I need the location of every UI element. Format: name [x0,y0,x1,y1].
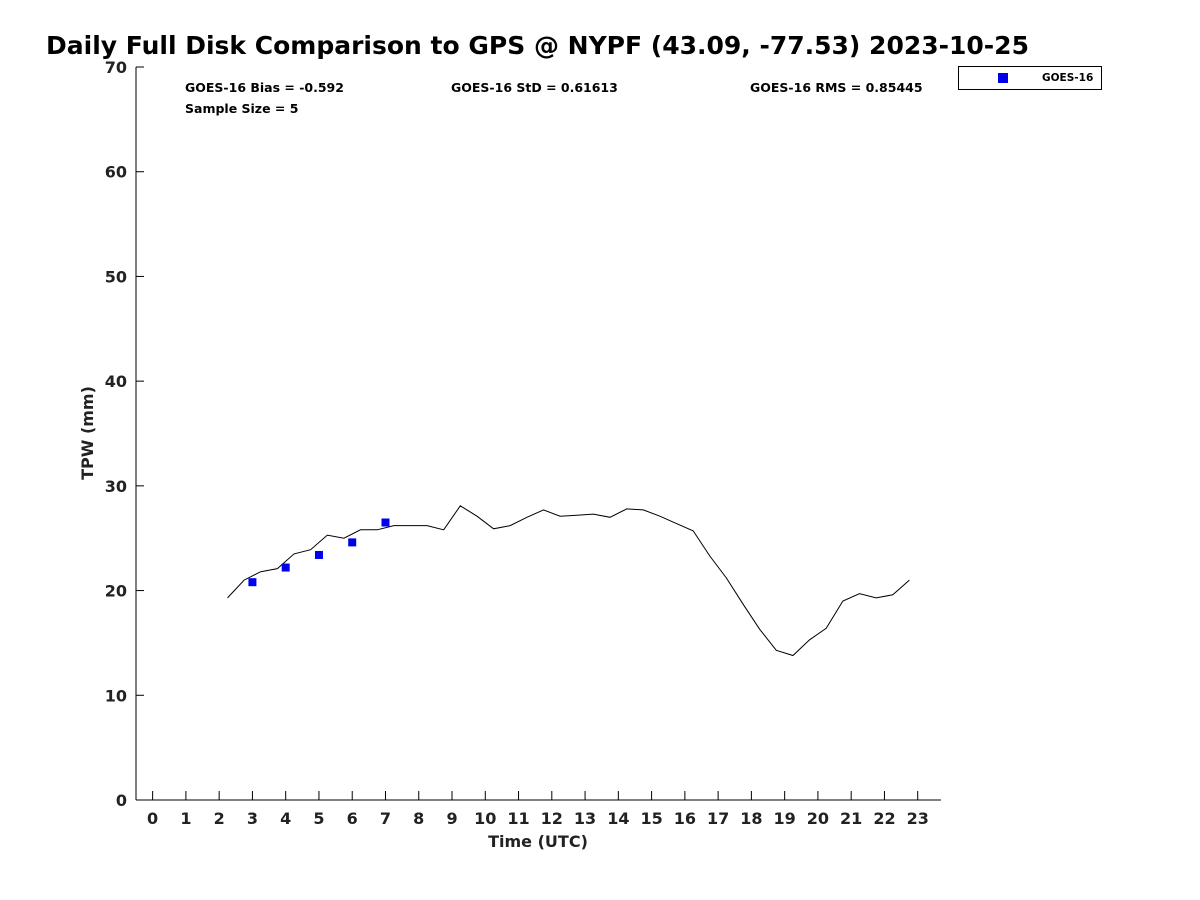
x-tick-label: 12 [541,809,563,828]
x-tick-label: 4 [280,809,291,828]
x-tick-label: 7 [380,809,391,828]
y-tick-label: 50 [105,267,127,286]
y-tick-label: 40 [105,372,127,391]
goes16-point [314,550,323,559]
x-tick-label: 10 [474,809,496,828]
x-axis-label: Time (UTC) [488,832,588,851]
y-tick-label: 30 [105,477,127,496]
x-tick-label: 8 [413,809,424,828]
legend-label-goes16: GOES-16 [1042,72,1093,84]
x-tick-label: 9 [446,809,457,828]
x-ticks: 0 1 2 3 4 5 6 7 8 9 10 11 12 13 14 15 16 17 18 19 20 21 22 23 [147,791,929,828]
x-tick-label: 0 [147,809,158,828]
x-tick-label: 20 [807,809,829,828]
x-tick-label: 13 [574,809,596,828]
chart-title: Daily Full Disk Comparison to GPS @ NYPF… [46,31,1029,60]
x-tick-label: 15 [640,809,662,828]
x-tick-label: 6 [347,809,358,828]
y-axis-label: TPW (mm) [78,386,97,480]
y-tick-label: 20 [105,582,127,601]
legend-box [958,66,1102,90]
x-tick-label: 23 [907,809,929,828]
bias-stat: GOES-16 Bias = -0.592 [185,80,344,95]
x-tick-label: 11 [507,809,529,828]
x-tick-label: 1 [180,809,191,828]
y-tick-label: 10 [105,686,127,705]
goes16-point [281,563,290,572]
legend-marker-goes16 [998,73,1008,83]
std-stat: GOES-16 StD = 0.61613 [451,80,618,95]
y-ticks: 0 10 20 30 40 50 60 70 [105,58,144,810]
x-tick-label: 2 [214,809,225,828]
y-tick-label: 0 [116,791,127,810]
x-tick-label: 21 [840,809,862,828]
x-tick-label: 5 [313,809,324,828]
series-layer [227,505,910,657]
y-tick-label: 60 [105,163,127,182]
legend: GOES-16 [958,66,1102,90]
gps-tpw-line [227,505,910,657]
x-tick-label: 19 [774,809,796,828]
goes16-point [248,578,257,587]
x-tick-label: 17 [707,809,729,828]
y-tick-label: 70 [105,58,127,77]
goes16-point [381,518,390,527]
x-tick-label: 14 [607,809,629,828]
goes16-point [348,538,357,547]
x-tick-label: 16 [674,809,696,828]
x-tick-label: 18 [740,809,762,828]
rms-stat: GOES-16 RMS = 0.85445 [750,80,923,95]
x-tick-label: 22 [873,809,895,828]
x-tick-label: 3 [247,809,258,828]
sample-size-stat: Sample Size = 5 [185,101,298,116]
